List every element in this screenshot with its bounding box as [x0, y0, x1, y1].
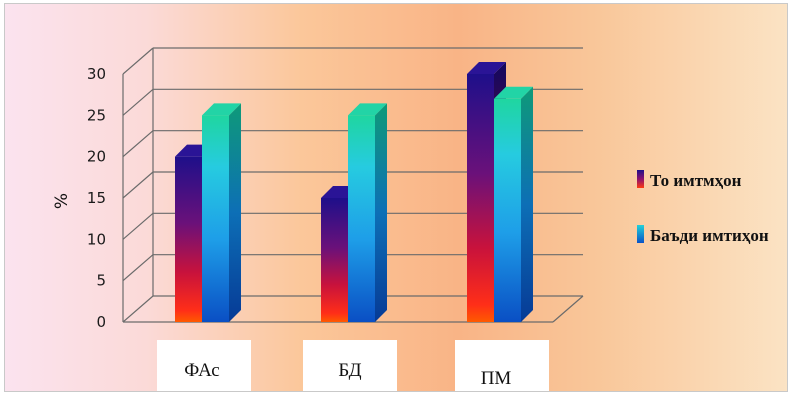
y-tick-label: 5	[96, 272, 106, 290]
floor-right-edge	[552, 295, 584, 323]
y-tick-label: 0	[96, 313, 106, 331]
y-axis-label: %	[52, 193, 72, 209]
gridline-diag	[122, 212, 154, 240]
gridline-diag	[122, 295, 154, 323]
y-tick-label: 10	[87, 230, 106, 248]
chart-frame: 0 5 10 15 20 25 30 % ФАс БД ПМ То имтмҳон Баъди …	[4, 3, 788, 392]
bars	[175, 62, 533, 322]
bar-front	[175, 156, 202, 322]
category-labels: ФАс БД ПМ	[157, 340, 549, 391]
bar-front	[321, 198, 348, 322]
legend-label-series-1: То имтмҳон	[650, 171, 742, 190]
y-tick-label: 30	[87, 65, 106, 83]
gridline-diag	[122, 130, 154, 158]
bar-top	[348, 103, 387, 116]
bar	[348, 103, 387, 322]
gridline-diag	[122, 254, 154, 282]
bar-top	[202, 103, 241, 116]
legend: То имтмҳон Баъди имтиҳон	[637, 170, 769, 245]
category-label-box	[303, 340, 397, 391]
gridline-diag	[122, 171, 154, 199]
category-label-box	[157, 340, 251, 391]
gridline-diag	[122, 47, 154, 75]
bar-top	[494, 86, 533, 99]
category-label: БД	[338, 360, 361, 381]
bar-front	[494, 98, 521, 322]
bar-side	[229, 103, 241, 322]
bar-chart: 0 5 10 15 20 25 30 % ФАс БД ПМ То имтмҳон Баъди …	[52, 47, 769, 391]
bar	[202, 103, 241, 322]
category-label-box	[455, 340, 549, 391]
bar-front	[348, 115, 375, 322]
gridline-diag	[122, 88, 154, 116]
bar-side	[375, 103, 387, 322]
legend-label-series-2: Баъди имтиҳон	[650, 226, 769, 245]
y-tick-label: 20	[87, 148, 106, 166]
legend-swatch-series-2	[637, 225, 644, 243]
bar	[494, 86, 533, 322]
category-label: ПМ	[481, 368, 512, 389]
legend-swatch-series-1	[637, 170, 644, 188]
y-tick-labels: 0 5 10 15 20 25 30	[87, 65, 106, 331]
bar-top	[467, 62, 506, 74]
y-tick-label: 25	[87, 106, 106, 124]
y-tick-label: 15	[87, 189, 106, 207]
bar-front	[467, 74, 494, 322]
bar-side	[521, 86, 533, 322]
category-label: ФАс	[184, 360, 220, 381]
bar-front	[202, 115, 229, 322]
